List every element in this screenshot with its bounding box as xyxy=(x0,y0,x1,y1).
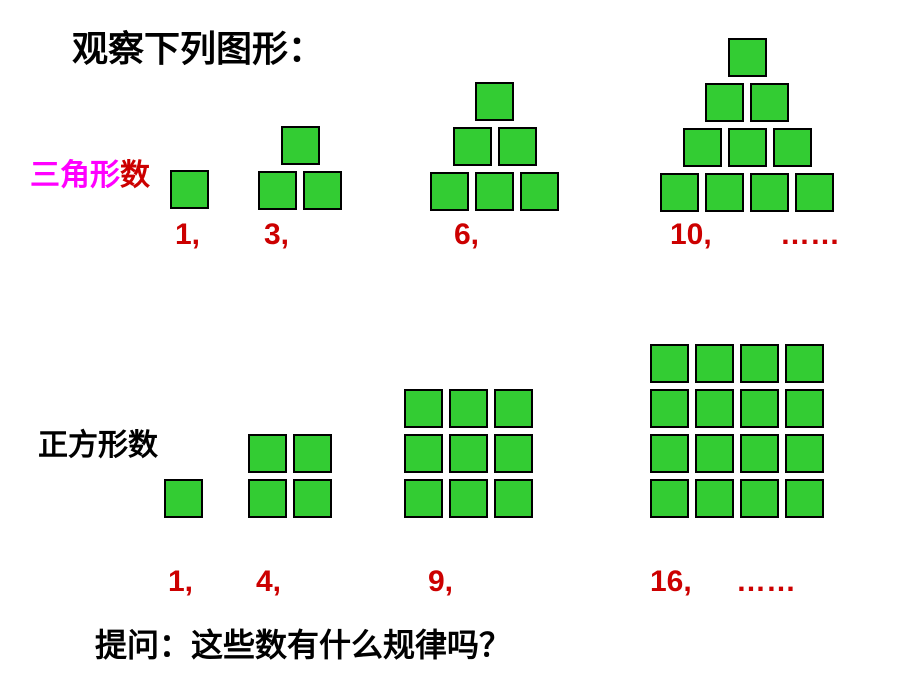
unit-square xyxy=(650,434,689,473)
triangle-number-3: 10, xyxy=(670,218,712,252)
square-number-3: 16, xyxy=(650,565,692,599)
unit-square xyxy=(740,344,779,383)
unit-square xyxy=(660,173,699,212)
square-ellipsis: …… xyxy=(736,565,796,599)
unit-square xyxy=(785,479,824,518)
unit-square xyxy=(293,434,332,473)
unit-square xyxy=(404,479,443,518)
unit-square xyxy=(453,127,492,166)
unit-square xyxy=(449,389,488,428)
unit-square xyxy=(164,479,203,518)
unit-square xyxy=(248,479,287,518)
page-title: 观察下列图形： xyxy=(72,20,324,72)
unit-square xyxy=(750,173,789,212)
unit-square xyxy=(795,173,834,212)
unit-square xyxy=(740,479,779,518)
unit-square xyxy=(430,172,469,211)
unit-square xyxy=(785,344,824,383)
unit-square xyxy=(773,128,812,167)
triangle-number-1: 3, xyxy=(264,218,289,252)
unit-square xyxy=(785,389,824,428)
unit-square xyxy=(683,128,722,167)
unit-square xyxy=(750,83,789,122)
unit-square xyxy=(695,434,734,473)
unit-square xyxy=(695,389,734,428)
unit-square xyxy=(170,170,209,209)
unit-square xyxy=(705,83,744,122)
unit-square xyxy=(705,173,744,212)
unit-square xyxy=(494,389,533,428)
unit-square xyxy=(258,171,297,210)
unit-square xyxy=(293,479,332,518)
unit-square xyxy=(520,172,559,211)
unit-square xyxy=(404,434,443,473)
unit-square xyxy=(475,172,514,211)
unit-square xyxy=(695,344,734,383)
unit-square xyxy=(785,434,824,473)
unit-square xyxy=(248,434,287,473)
unit-square xyxy=(695,479,734,518)
unit-square xyxy=(650,389,689,428)
triangle-ellipsis: …… xyxy=(780,218,840,252)
unit-square xyxy=(449,479,488,518)
unit-square xyxy=(475,82,514,121)
unit-square xyxy=(740,434,779,473)
square-label: 正方形数 xyxy=(38,420,158,464)
unit-square xyxy=(740,389,779,428)
unit-square xyxy=(728,128,767,167)
triangle-label: 三角形数 xyxy=(30,150,150,194)
unit-square xyxy=(281,126,320,165)
unit-square xyxy=(498,127,537,166)
question-text: 提问：这些数有什么规律吗？ xyxy=(95,620,511,666)
unit-square xyxy=(650,344,689,383)
triangle-label-part1: 三角形 xyxy=(30,159,120,192)
triangle-number-0: 1, xyxy=(175,218,200,252)
unit-square xyxy=(303,171,342,210)
square-number-1: 4, xyxy=(256,565,281,599)
unit-square xyxy=(404,389,443,428)
triangle-label-part2: 数 xyxy=(120,159,150,192)
unit-square xyxy=(650,479,689,518)
unit-square xyxy=(728,38,767,77)
square-number-2: 9, xyxy=(428,565,453,599)
unit-square xyxy=(494,434,533,473)
square-number-0: 1, xyxy=(168,565,193,599)
triangle-number-2: 6, xyxy=(454,218,479,252)
unit-square xyxy=(494,479,533,518)
unit-square xyxy=(449,434,488,473)
